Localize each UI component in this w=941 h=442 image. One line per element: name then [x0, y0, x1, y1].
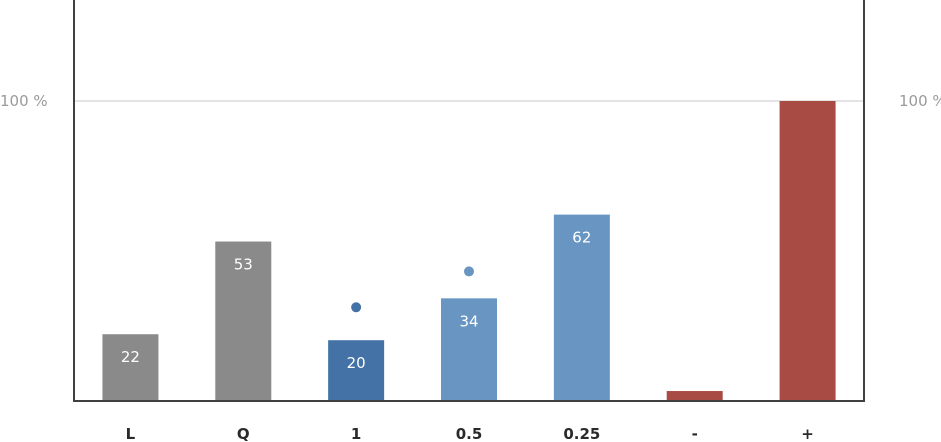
bars-group: 22 53 20 34 62 [102, 101, 836, 400]
bar-+ [779, 101, 836, 400]
reference-label-left: 100 % [0, 92, 48, 110]
bar-0.25 [553, 214, 610, 400]
x-tick-label-0.5: 0.5 [456, 425, 483, 442]
x-tick-label--: - [692, 425, 698, 442]
value-label-0.5: 34 [459, 312, 478, 330]
bar-Q [215, 241, 272, 400]
value-label-L: 22 [121, 348, 140, 366]
value-label-Q: 53 [234, 256, 253, 274]
reference-label-right: 100 % [899, 92, 941, 110]
marker-1 [351, 302, 362, 313]
bar-1 [328, 340, 385, 400]
bar-L [102, 334, 159, 400]
value-label-0.25: 62 [572, 229, 591, 247]
x-tick-label-+: + [801, 425, 814, 442]
plot-frame [73, 0, 865, 402]
x-tick-label-Q: Q [237, 425, 250, 442]
reference-layer: 100 % 100 % [0, 92, 941, 110]
x-tick-label-1: 1 [351, 425, 361, 442]
x-tick-label-L: L [126, 425, 136, 442]
bar-- [666, 391, 723, 400]
x-tick-label-0.25: 0.25 [563, 425, 600, 442]
x-axis-labels: L Q 1 0.5 0.25 - + [126, 425, 814, 442]
value-label-1: 20 [347, 354, 366, 372]
bar-0.5 [441, 298, 497, 400]
marker-0.5 [464, 266, 474, 277]
